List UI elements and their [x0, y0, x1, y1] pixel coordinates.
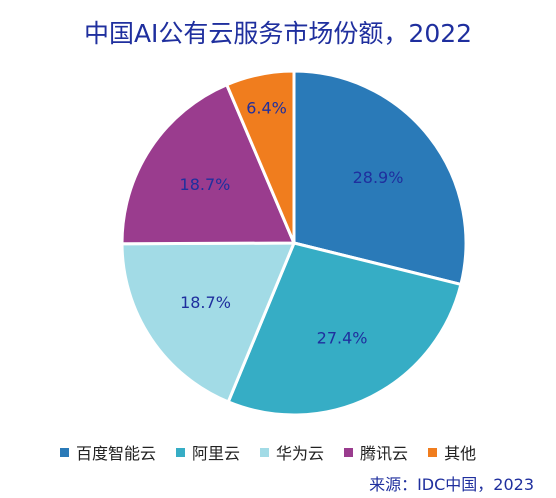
legend-label-4: 腾讯云: [360, 444, 409, 463]
slice-label-5: 6.4%: [246, 99, 287, 118]
pie-chart: 28.9% 27.4% 18.7% 18.7% 6.4%: [120, 69, 468, 417]
pie-slice-5: [225, 69, 296, 245]
legend-item-4: 腾讯云: [344, 440, 408, 464]
legend-swatch-1: [60, 447, 69, 457]
pie-slice-4: [120, 83, 296, 246]
chart-legend: 百度智能云 阿里云 华为云 腾讯云 其他: [60, 440, 540, 464]
chart-title: 中国AI公有云服务市场份额，2022: [83, 19, 473, 48]
slice-label-4: 18.7%: [180, 175, 231, 194]
pie-slice-3: [120, 241, 296, 404]
legend-swatch-4: [344, 447, 354, 457]
legend-item-3: 华为云: [260, 440, 324, 464]
legend-swatch-5: [428, 447, 438, 457]
source-note: 来源：IDC中国，2023: [369, 475, 534, 494]
pie-slice-1: [292, 69, 468, 286]
legend-swatch-2: [176, 447, 186, 457]
legend-label-3: 华为云: [276, 444, 325, 463]
legend-swatch-3: [260, 447, 270, 457]
slice-label-3: 18.7%: [180, 293, 231, 312]
slice-label-1: 28.9%: [353, 168, 404, 187]
slice-label-2: 27.4%: [317, 329, 368, 348]
legend-label-2: 阿里云: [192, 444, 241, 463]
pie-slice-2: [226, 241, 463, 417]
legend-item-1: 百度智能云: [60, 440, 156, 464]
legend-item-2: 阿里云: [176, 440, 240, 464]
legend-label-5: 其他: [444, 444, 477, 463]
legend-label-1: 百度智能云: [76, 444, 157, 463]
legend-item-5: 其他: [428, 440, 476, 464]
